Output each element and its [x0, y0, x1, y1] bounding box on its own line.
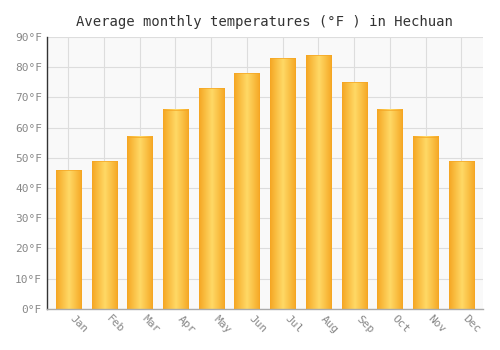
Bar [234, 74, 260, 309]
Bar [413, 137, 438, 309]
Bar [163, 110, 188, 309]
Bar [127, 137, 152, 309]
Bar [448, 161, 473, 309]
Bar [56, 170, 81, 309]
Bar [198, 89, 224, 309]
Bar [306, 55, 331, 309]
Bar [92, 161, 116, 309]
Bar [342, 82, 366, 309]
Bar [378, 110, 402, 309]
Bar [270, 58, 295, 309]
Title: Average monthly temperatures (°F ) in Hechuan: Average monthly temperatures (°F ) in He… [76, 15, 453, 29]
